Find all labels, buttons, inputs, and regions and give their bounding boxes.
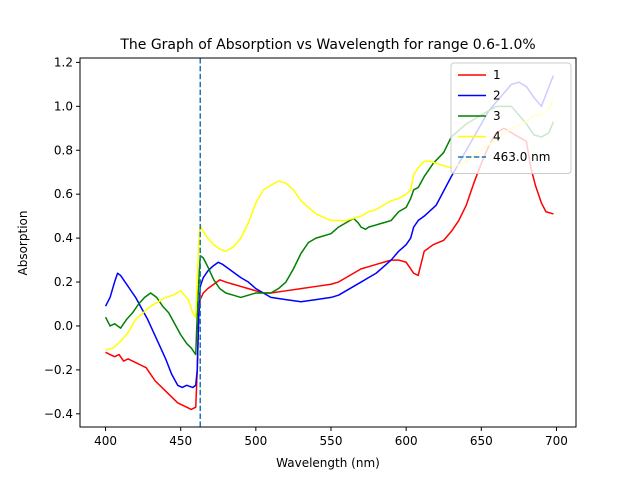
x-tick-label: 700 [545,434,568,448]
chart-title: The Graph of Absorption vs Wavelength fo… [119,37,535,53]
y-tick-label: 0.0 [54,319,73,333]
y-tick-label: 1.0 [54,99,73,113]
x-tick-label: 550 [320,434,343,448]
series-line-1 [105,127,554,411]
legend-label: 1 [493,68,501,82]
legend-label: 463.0 nm [493,150,550,164]
y-tick-label: −0.2 [44,363,73,377]
y-tick-label: −0.4 [44,407,73,421]
x-tick-label: 650 [470,434,493,448]
y-tick-label: 1.2 [54,55,73,69]
legend-label: 3 [493,109,501,123]
series-line-3 [104,105,555,356]
x-tick-label: 600 [395,434,418,448]
legend-label: 2 [493,89,501,103]
plot-area-frame [79,57,577,428]
y-axis: −0.4 −0.2 0.0 0.2 0.4 0.6 0.8 1.0 1.2 [44,55,80,421]
legend-box [450,62,572,174]
y-tick-label: 0.8 [54,143,73,157]
x-axis-label: Wavelength (nm) [276,456,380,470]
x-tick-label: 500 [244,434,267,448]
legend: 1 2 3 4 463.0 nm [450,62,572,174]
legend-label: 4 [493,130,501,144]
y-tick-label: 0.2 [54,275,73,289]
x-tick-label: 450 [169,434,192,448]
y-tick-label: 0.6 [54,187,73,201]
y-axis-label: Absorption [16,211,30,276]
x-axis: 400 450 500 550 600 650 700 [94,427,568,448]
series-line-4 [105,99,555,351]
x-tick-label: 400 [94,434,117,448]
y-tick-label: 0.4 [54,231,73,245]
